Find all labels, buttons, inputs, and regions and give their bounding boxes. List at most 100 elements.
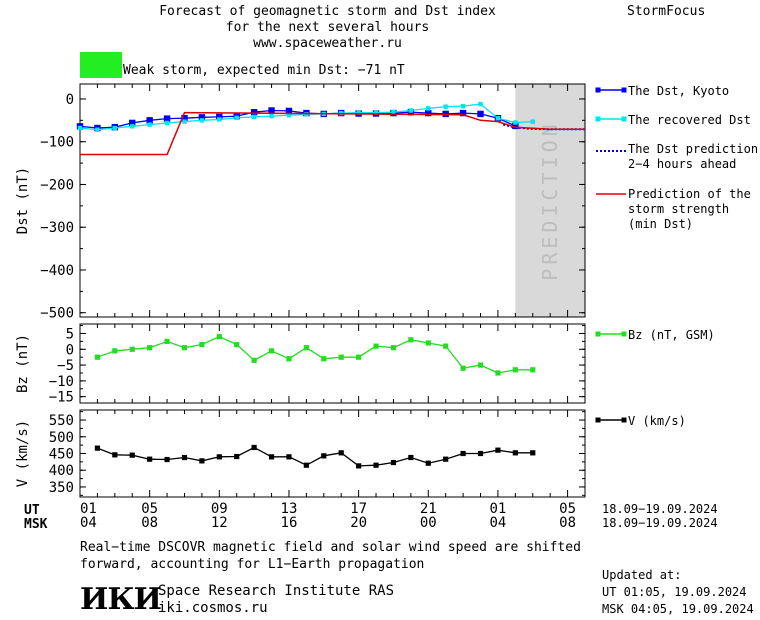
v-series-0-point bbox=[530, 450, 536, 456]
msk-tick-label: 00 bbox=[420, 515, 437, 530]
bz-series-0-point bbox=[338, 354, 344, 360]
storm-level-label: Weak storm, expected min Dst: −71 nT bbox=[123, 63, 405, 78]
dst-series-1-point bbox=[112, 125, 118, 131]
dst-y-tick-label: −100 bbox=[40, 135, 74, 151]
dst-series-1-point bbox=[286, 113, 292, 118]
bz-series-0-point bbox=[390, 345, 397, 351]
bz-y-tick-label: −15 bbox=[49, 390, 74, 406]
dst-series-1-point bbox=[147, 122, 152, 127]
v-series-0-point bbox=[338, 450, 344, 456]
dst-series-1-point bbox=[373, 110, 379, 115]
dst-series-1-point bbox=[304, 112, 309, 117]
v-series-line-0 bbox=[97, 446, 533, 467]
msk-date-range: 18.09−19.09.2024 bbox=[602, 516, 718, 530]
dst-series-1-point bbox=[391, 110, 396, 115]
v-series-0-point bbox=[303, 462, 309, 468]
dst-series-0-point bbox=[477, 110, 484, 118]
dst-series-1-point bbox=[269, 113, 274, 119]
v-y-tick-label: 350 bbox=[49, 480, 74, 496]
msk-tick-label: 20 bbox=[350, 515, 367, 530]
v-series-0-point bbox=[251, 444, 257, 451]
bz-series-0-point bbox=[268, 348, 275, 354]
v-series-0-point bbox=[495, 447, 501, 453]
legend-storm-strength-line2: storm strength bbox=[628, 202, 729, 216]
dst-series-1-point bbox=[130, 124, 135, 129]
bz-series-0-point bbox=[251, 357, 257, 363]
dst-series-1-point bbox=[478, 101, 483, 107]
dst-y-tick-label: −500 bbox=[40, 306, 74, 322]
bz-series-0-point bbox=[460, 365, 466, 371]
dst-series-1-point bbox=[77, 125, 83, 131]
v-y-axis-label: V (km/s) bbox=[15, 420, 31, 487]
bz-series-0-point bbox=[164, 338, 170, 344]
dst-series-1-point bbox=[513, 120, 518, 125]
v-series-0-point bbox=[443, 456, 449, 462]
v-y-tick-label: 550 bbox=[49, 413, 74, 429]
v-legend-marker bbox=[621, 417, 627, 423]
v-series-0-point bbox=[216, 454, 222, 460]
bz-series-0-point bbox=[477, 362, 484, 368]
bz-series-0-point bbox=[199, 341, 205, 348]
v-y-tick-label: 500 bbox=[49, 430, 74, 446]
v-series-0-point bbox=[373, 462, 379, 468]
legend-dst-recovered: The recovered Dst bbox=[628, 113, 751, 127]
bz-series-0-point bbox=[530, 367, 536, 373]
bz-panel-frame bbox=[79, 323, 586, 404]
legend-storm-strength-line3: (min Dst) bbox=[628, 217, 693, 231]
bz-series-0-point bbox=[321, 356, 327, 362]
v-series-0-point bbox=[112, 452, 118, 458]
dst-series-1-point bbox=[251, 114, 257, 120]
bz-series-0-point bbox=[216, 334, 222, 340]
dst-series-1-point bbox=[356, 110, 361, 115]
dst-y-tick-label: −300 bbox=[40, 220, 74, 236]
msk-tick-label: 16 bbox=[281, 515, 298, 530]
dst-panel-frame bbox=[79, 83, 586, 318]
msk-tick-label: 08 bbox=[559, 515, 576, 530]
ut-tick-label: 13 bbox=[281, 501, 298, 517]
dst-series-1-point bbox=[460, 104, 466, 109]
ut-tick-label: 09 bbox=[211, 501, 228, 517]
v-panel-frame bbox=[79, 409, 586, 498]
institute-site[interactable]: iki.cosmos.ru bbox=[158, 600, 268, 616]
dst-series-0-point bbox=[268, 107, 275, 114]
msk-tick-label: 12 bbox=[211, 515, 228, 530]
v-y-tick-label: 400 bbox=[49, 463, 74, 479]
legend-dst-prediction-line2: 2−4 hours ahead bbox=[628, 157, 736, 171]
bz-y-tick-label: 0 bbox=[66, 342, 74, 358]
dst-y-tick-label: −200 bbox=[40, 177, 74, 193]
dst-kyoto-legend-marker bbox=[621, 87, 627, 93]
dst-series-1-point bbox=[234, 115, 239, 120]
ut-tick-label: 21 bbox=[420, 501, 437, 517]
bz-series-line-0 bbox=[97, 335, 533, 374]
bz-series-0-point bbox=[129, 346, 135, 352]
dst-series-0-point bbox=[181, 115, 188, 122]
dst-series-1-point bbox=[217, 117, 222, 122]
dst-series-1-point bbox=[339, 110, 344, 116]
dst-y-tick-label: 0 bbox=[66, 92, 74, 108]
ut-label: UT bbox=[24, 503, 40, 518]
bz-series-0-point bbox=[94, 354, 101, 360]
bz-y-axis-label: Bz (nT) bbox=[15, 334, 31, 393]
ut-tick-label: 17 bbox=[350, 501, 367, 517]
dst-series-1-point bbox=[426, 106, 431, 111]
ut-date-range: 18.09−19.09.2024 bbox=[602, 502, 718, 516]
bz-series-0-point bbox=[234, 341, 240, 348]
v-series-0-point bbox=[286, 454, 292, 460]
site-url[interactable]: www.spaceweather.ru bbox=[253, 36, 402, 51]
v-series-0-point bbox=[460, 450, 466, 457]
prediction-band bbox=[515, 84, 585, 317]
v-series-0-point bbox=[356, 463, 362, 469]
dst-series-0-point bbox=[163, 115, 171, 122]
dst-series-0-point bbox=[129, 119, 136, 127]
bz-series-0-point bbox=[512, 367, 518, 373]
brand-name: StormFocus bbox=[627, 4, 706, 19]
dst-series-1-point bbox=[408, 108, 414, 113]
msk-tick-label: 04 bbox=[490, 515, 507, 530]
dst-series-0-point bbox=[198, 114, 206, 121]
bz-series-0-point bbox=[495, 370, 501, 376]
updated-ut: UT 01:05, 19.09.2024 bbox=[602, 585, 747, 599]
dst-series-0-point bbox=[216, 113, 223, 121]
dst-series-0-point bbox=[459, 109, 467, 117]
